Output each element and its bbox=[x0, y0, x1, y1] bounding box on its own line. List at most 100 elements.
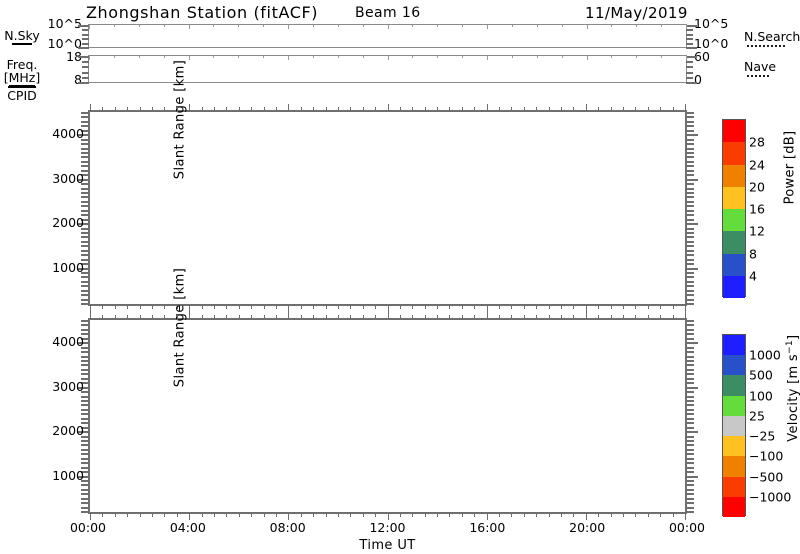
x-axis-tick bbox=[375, 107, 377, 112]
y-axis-tick bbox=[81, 324, 90, 327]
x-axis-tick bbox=[623, 107, 625, 112]
y-axis-tick bbox=[685, 333, 694, 336]
axis-tick bbox=[163, 25, 165, 27]
x-axis-tick bbox=[90, 512, 91, 520]
y-axis-tick bbox=[685, 263, 694, 266]
x-axis-tick bbox=[151, 315, 153, 320]
velocity-colorbar-title-exponent: −1 bbox=[784, 340, 795, 355]
colorbar-segment bbox=[723, 436, 745, 457]
y-axis-tick bbox=[685, 408, 694, 411]
velocity-colorbar: 1000 500 100 25 −25 −100 −500 −1000 bbox=[722, 334, 791, 517]
axis-tick bbox=[312, 25, 314, 27]
x-axis-tick bbox=[226, 315, 228, 320]
x-axis-tick bbox=[598, 512, 600, 517]
y-axis-tick bbox=[685, 328, 694, 331]
axis-tick bbox=[82, 66, 89, 68]
x-axis-tick bbox=[536, 304, 538, 309]
y-axis-tick bbox=[77, 386, 90, 389]
y-axis-tick bbox=[685, 116, 694, 119]
y-axis-tick bbox=[81, 391, 90, 394]
colorbar-tick-label: −25 bbox=[749, 428, 776, 444]
x-axis-tick bbox=[387, 304, 389, 312]
y-axis-tick bbox=[685, 223, 698, 226]
y-axis-tick bbox=[685, 435, 694, 438]
x-axis-tick bbox=[672, 107, 674, 112]
x-axis-tick bbox=[437, 304, 439, 309]
y-axis-tick bbox=[81, 294, 90, 297]
y-axis-tick bbox=[81, 417, 90, 420]
x-axis-tick bbox=[90, 104, 91, 112]
x-axis-tick bbox=[325, 304, 327, 309]
x-axis-tick bbox=[151, 512, 153, 517]
x-axis-tick bbox=[189, 304, 191, 312]
axis-tick bbox=[163, 56, 165, 58]
x-axis-tick bbox=[685, 312, 686, 320]
colorbar-segment bbox=[723, 335, 745, 356]
y-axis-tick bbox=[685, 289, 694, 292]
x-axis-tick bbox=[548, 304, 550, 309]
x-axis-tick bbox=[511, 304, 513, 309]
x-axis-tick bbox=[387, 312, 389, 320]
x-axis-tick bbox=[623, 512, 625, 517]
y-axis-tick bbox=[685, 196, 694, 199]
y-axis-tick bbox=[77, 267, 90, 270]
y-axis-tick bbox=[685, 205, 694, 208]
x-axis-tick bbox=[127, 315, 129, 320]
x-axis-tick bbox=[399, 512, 401, 517]
velocity-colorbar-title-base: Velocity [m s bbox=[786, 354, 800, 442]
y-axis-tick bbox=[81, 368, 90, 371]
x-axis-tick bbox=[350, 315, 352, 320]
legend-nave-rule bbox=[746, 75, 770, 78]
x-axis-tick bbox=[288, 304, 290, 312]
x-axis-tick bbox=[685, 104, 686, 112]
x-axis-tick bbox=[313, 304, 315, 309]
x-axis-tick bbox=[176, 304, 178, 309]
x-axis-tick bbox=[573, 304, 575, 309]
legend-cpid-rule bbox=[8, 86, 36, 88]
y-axis-tick bbox=[685, 431, 698, 434]
axis-tick bbox=[213, 56, 215, 58]
x-axis-tick bbox=[561, 315, 563, 320]
x-axis-tick bbox=[536, 315, 538, 320]
y-axis-tick bbox=[685, 160, 694, 163]
y-axis-tick bbox=[685, 346, 694, 349]
x-axis-tick bbox=[585, 512, 587, 520]
y-axis-tick bbox=[77, 178, 90, 181]
y-axis-tick bbox=[81, 497, 90, 500]
x-axis-tick bbox=[573, 107, 575, 112]
y-axis-tick bbox=[81, 320, 90, 322]
y-axis-tick bbox=[685, 147, 694, 150]
colorbar-tick-label: 4 bbox=[749, 268, 757, 284]
colorbar-segment bbox=[723, 415, 745, 437]
power-panel-ylabel: Slant Range [km] bbox=[172, 59, 188, 180]
axis-tick bbox=[113, 25, 115, 27]
y-axis-tick bbox=[685, 120, 694, 123]
x-axis-tick bbox=[474, 315, 476, 320]
axis-tick bbox=[686, 66, 693, 68]
x-axis-tick bbox=[474, 512, 476, 517]
y-axis-tick bbox=[685, 488, 694, 491]
y-axis-tick bbox=[685, 368, 694, 371]
x-axis-tick bbox=[90, 312, 91, 320]
axis-tick bbox=[82, 77, 89, 79]
y-axis-tick bbox=[81, 218, 90, 221]
y-axis-tick bbox=[685, 337, 694, 340]
y-axis-tick bbox=[77, 223, 90, 226]
y-axis-tick bbox=[81, 502, 90, 505]
axis-tick bbox=[686, 47, 697, 49]
y-axis-tick bbox=[685, 112, 694, 114]
velocity-colorbar-title-tail: ] bbox=[786, 334, 800, 341]
y-axis-tick bbox=[685, 422, 694, 425]
axis-tick bbox=[362, 25, 364, 27]
x-axis-tick bbox=[189, 512, 191, 520]
y-axis-tick bbox=[81, 249, 90, 252]
axis-tick bbox=[611, 56, 613, 58]
colorbar-segment bbox=[723, 142, 745, 165]
axis-tick bbox=[238, 25, 240, 27]
x-axis-tick bbox=[387, 512, 389, 520]
legend-n-search-label: N.Search bbox=[744, 29, 800, 44]
x-axis-tick bbox=[536, 107, 538, 112]
velocity-colorbar-title: Velocity [m s−1] bbox=[785, 293, 800, 483]
x-axis-tick bbox=[449, 304, 451, 309]
colorbar-tick-label: −500 bbox=[749, 469, 784, 485]
